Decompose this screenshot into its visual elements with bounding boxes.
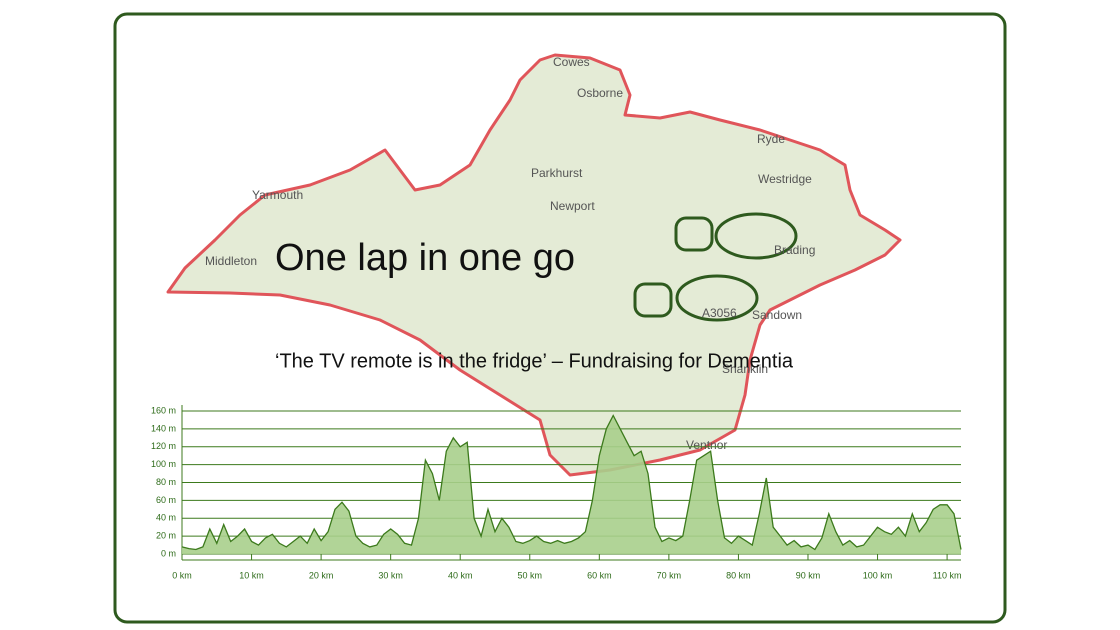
area-fill bbox=[182, 415, 961, 554]
map-label: Westridge bbox=[758, 172, 812, 186]
footprints bbox=[633, 212, 798, 322]
x-tick-label: 10 km bbox=[239, 570, 264, 580]
x-tick-label: 20 km bbox=[309, 570, 334, 580]
heel bbox=[633, 282, 673, 318]
sole bbox=[714, 212, 798, 260]
sole bbox=[675, 274, 759, 322]
x-tick-label: 100 km bbox=[863, 570, 893, 580]
map-label: Osborne bbox=[577, 86, 623, 100]
slide-title: One lap in one go bbox=[275, 237, 575, 279]
y-tick-label: 100 m bbox=[151, 459, 176, 469]
map-label: Brading bbox=[774, 243, 815, 257]
map-label: Cowes bbox=[553, 55, 590, 69]
slide-subtitle: ‘The TV remote is in the fridge’ – Fundr… bbox=[275, 350, 794, 372]
map-label: Ryde bbox=[757, 132, 785, 146]
map-label: Newport bbox=[550, 199, 595, 213]
y-tick-label: 140 m bbox=[151, 423, 176, 433]
x-tick-label: 30 km bbox=[378, 570, 403, 580]
y-tick-label: 40 m bbox=[156, 513, 176, 523]
y-tick-label: 0 m bbox=[161, 548, 176, 558]
map-label: Sandown bbox=[752, 308, 802, 322]
x-tick-label: 40 km bbox=[448, 570, 473, 580]
y-tick-label: 60 m bbox=[156, 495, 176, 505]
map-label: Shanklin bbox=[722, 362, 768, 376]
map-label: Middleton bbox=[205, 254, 257, 268]
x-tick-label: 80 km bbox=[726, 570, 751, 580]
y-tick-label: 120 m bbox=[151, 441, 176, 451]
map-label: Parkhurst bbox=[531, 166, 583, 180]
x-tick-label: 0 km bbox=[172, 570, 192, 580]
x-tick-label: 60 km bbox=[587, 570, 612, 580]
elevation-line bbox=[181, 414, 962, 551]
x-tick-label: 70 km bbox=[657, 570, 682, 580]
heel bbox=[674, 216, 714, 252]
island-map bbox=[166, 53, 902, 477]
y-tick-label: 80 m bbox=[156, 477, 176, 487]
x-tick-label: 110 km bbox=[933, 570, 962, 580]
x-tick-label: 90 km bbox=[796, 570, 821, 580]
y-tick-label: 160 m bbox=[151, 405, 176, 415]
map-label: A3056 bbox=[702, 306, 737, 320]
x-tick-label: 50 km bbox=[518, 570, 543, 580]
map-label: Ventnor bbox=[686, 438, 727, 452]
y-tick-label: 20 m bbox=[156, 531, 176, 541]
map-label: Yarmouth bbox=[252, 188, 303, 202]
